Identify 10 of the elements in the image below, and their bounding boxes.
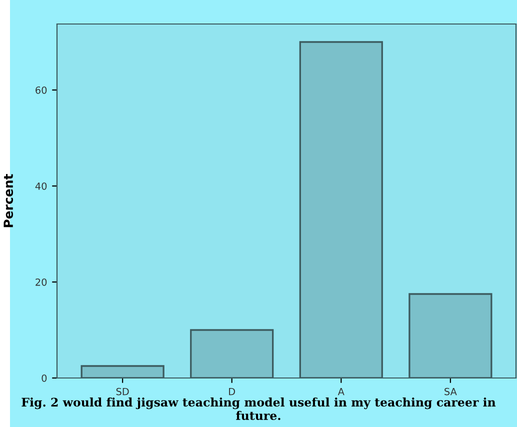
- y-tick-label: 20: [36, 278, 47, 286]
- y-axis-title: Percent: [4, 174, 14, 228]
- x-tick-label: A: [338, 388, 344, 396]
- x-tick-label: SD: [116, 388, 129, 396]
- caption: Fig. 2 would find jigsaw teaching model useful in my teaching career in future.: [22, 398, 496, 420]
- x-tick-label: D: [229, 388, 236, 396]
- y-tick-label: 0: [42, 374, 47, 382]
- y-tick-label: 40: [35, 182, 47, 190]
- x-tick-label: SA: [444, 388, 457, 396]
- y-tick-label: 60: [36, 86, 47, 94]
